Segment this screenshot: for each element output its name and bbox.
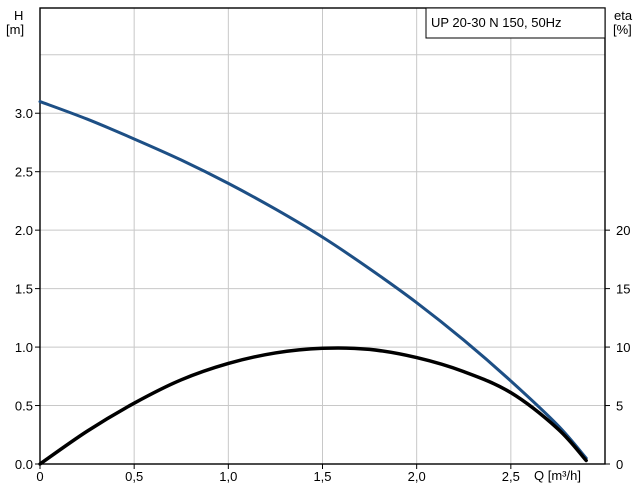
y-axis-unit: [m] [6,22,24,37]
y-tick-label: 1.5 [15,282,33,297]
y2-axis-label: eta [614,8,633,23]
y-tick-label: 0.5 [15,399,33,414]
efficiency-curve [38,346,588,466]
y-axis-label: H [14,8,23,23]
axis-ticks: 0 0,5 1,0 1,5 2,0 2,5 0.0 0.5 1.0 1.5 2.0 2.5 3.0 0 5 1… [15,106,631,484]
y2-tick-label: 5 [616,399,623,414]
x-axis-label: Q [m³/h] [534,468,581,483]
y2-tick-label: 15 [616,282,630,297]
y-tick-label: 1.0 [15,340,33,355]
y-tick-label: 2.5 [15,165,33,180]
grid-lines [40,8,605,464]
title-box [425,7,606,39]
x-tick-label: 0 [36,469,43,484]
y2-tick-label: 10 [616,340,630,355]
x-tick-label: 1,0 [219,469,237,484]
y-tick-label: 2.0 [15,223,33,238]
y2-tick-label: 0 [616,457,623,472]
x-tick-label: 0,5 [125,469,143,484]
y-tick-label: 3.0 [15,106,33,121]
x-tick-label: 2,5 [502,469,520,484]
series-group [38,100,588,466]
y2-axis-unit: [%] [613,22,632,37]
chart-title: UP 20-30 N 150, 50Hz [431,15,562,30]
head-curve [38,100,588,460]
y-tick-label: 0.0 [15,457,33,472]
x-tick-label: 1,5 [313,469,331,484]
x-tick-label: 2,0 [408,469,426,484]
y2-tick-label: 20 [616,223,630,238]
